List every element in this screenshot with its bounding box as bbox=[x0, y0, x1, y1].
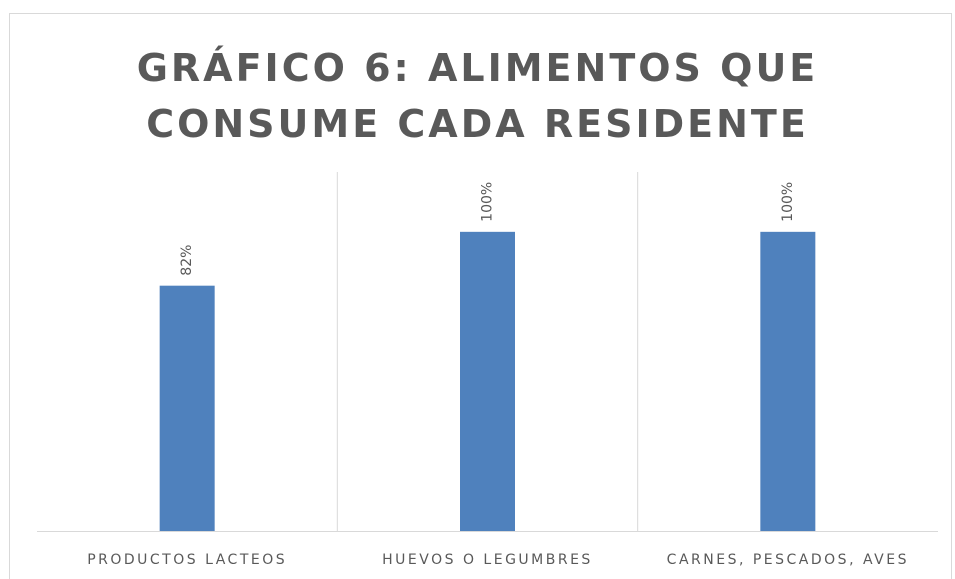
x-tick-label: PRODUCTOS LACTEOS bbox=[87, 552, 287, 568]
x-tick-label: HUEVOS O LEGUMBRES bbox=[382, 552, 593, 568]
chart-border bbox=[9, 13, 952, 579]
bar bbox=[159, 285, 215, 531]
bar bbox=[760, 231, 816, 532]
value-label: 100% bbox=[480, 182, 496, 222]
bar bbox=[460, 231, 515, 532]
value-label: 82% bbox=[179, 245, 195, 276]
chart-title: GRÁFICO 6: ALIMENTOS QUE CONSUME CADA RE… bbox=[136, 46, 819, 146]
value-label: 100% bbox=[780, 182, 796, 222]
x-tick-label: CARNES, PESCADOS, AVES bbox=[667, 552, 909, 568]
